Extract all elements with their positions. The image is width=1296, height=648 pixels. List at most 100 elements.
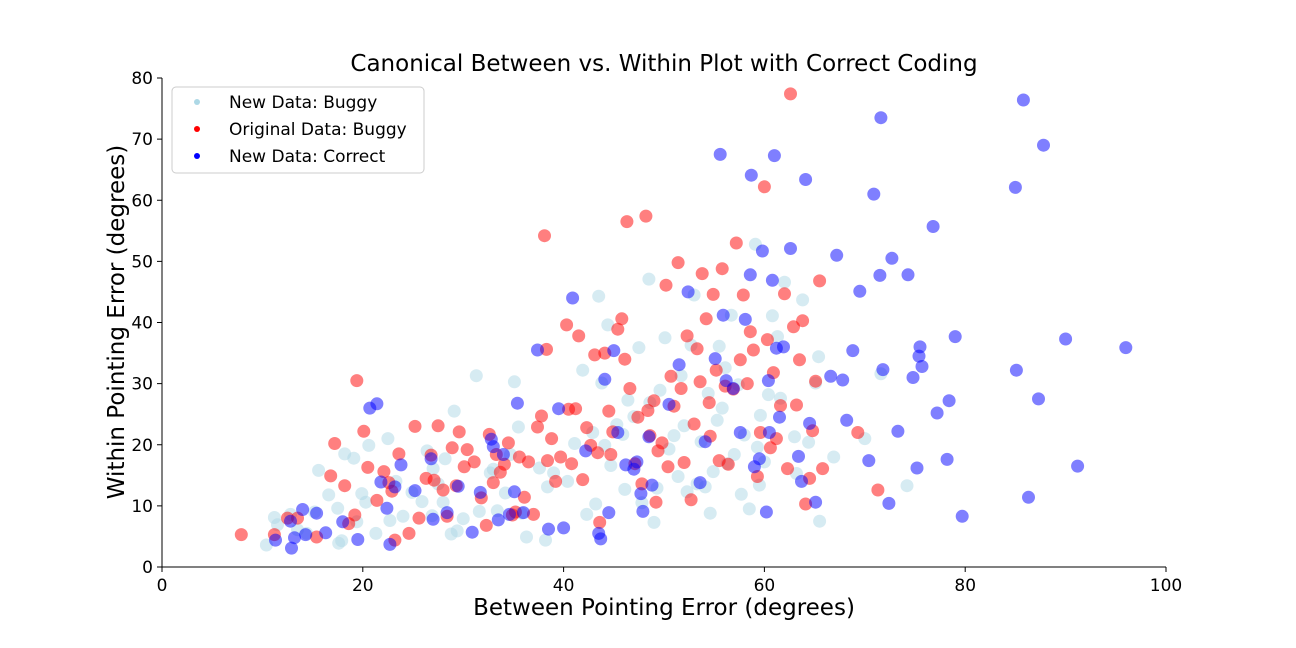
data-point: [662, 397, 676, 411]
data-point: [359, 495, 373, 509]
data-point: [507, 485, 521, 499]
y-tick-label: 70: [131, 130, 153, 150]
y-axis-label: Within Pointing Error (degrees): [104, 145, 130, 499]
data-point: [765, 309, 779, 323]
data-point: [677, 419, 691, 433]
data-point: [1119, 341, 1133, 355]
data-point: [712, 339, 726, 353]
data-point: [284, 514, 297, 528]
data-point: [1032, 392, 1045, 406]
series-1: [234, 87, 885, 547]
data-point: [671, 470, 685, 483]
data-point: [744, 168, 758, 182]
data-point: [680, 329, 694, 343]
x-tick-label: 20: [352, 576, 374, 596]
data-point: [538, 229, 551, 243]
data-point: [836, 373, 850, 387]
data-point: [234, 528, 248, 542]
data-point: [926, 220, 940, 233]
data-point: [799, 497, 813, 511]
data-point: [450, 524, 464, 538]
data-point: [611, 426, 625, 439]
data-point: [733, 426, 747, 439]
data-point: [319, 526, 333, 540]
data-point: [645, 478, 659, 492]
data-point: [738, 312, 752, 326]
data-point: [456, 512, 470, 526]
data-point: [713, 147, 727, 161]
data-point: [661, 460, 675, 474]
data-point: [598, 372, 612, 386]
data-point: [915, 360, 929, 373]
data-point: [510, 396, 524, 410]
data-point: [948, 330, 962, 344]
data-point: [876, 363, 890, 377]
data-point: [502, 507, 516, 521]
data-point: [436, 483, 450, 497]
data-point: [710, 413, 724, 427]
data-point: [285, 541, 298, 555]
data-point: [873, 268, 887, 282]
data-point: [634, 487, 648, 501]
data-point: [396, 509, 410, 523]
data-point: [703, 506, 717, 520]
y-tick-label: 80: [131, 69, 153, 89]
data-point: [594, 532, 608, 546]
data-point: [784, 87, 797, 101]
data-point: [469, 369, 483, 383]
data-point: [347, 451, 361, 465]
data-point: [795, 474, 808, 488]
data-point: [370, 493, 384, 507]
data-point: [426, 462, 440, 476]
data-point: [542, 522, 555, 536]
data-point: [743, 268, 757, 282]
legend-entry-label: Original Data: Buggy: [229, 120, 407, 140]
data-point: [793, 353, 806, 367]
data-point: [496, 448, 510, 461]
data-point: [565, 457, 579, 471]
data-point: [362, 438, 376, 452]
data-point: [438, 452, 452, 466]
data-point: [392, 447, 406, 461]
y-tick-label: 20: [131, 436, 153, 456]
data-point: [328, 437, 342, 450]
data-point: [412, 511, 426, 525]
data-point: [1022, 490, 1035, 504]
series-2: [269, 93, 1133, 555]
y-tick-label: 60: [131, 191, 153, 211]
data-point: [910, 461, 924, 475]
data-point: [642, 430, 656, 444]
data-point: [351, 533, 365, 546]
data-point: [517, 490, 531, 504]
data-point: [560, 318, 574, 332]
data-point: [796, 314, 810, 328]
data-point: [750, 440, 764, 454]
data-point: [778, 287, 791, 301]
x-tick-label: 60: [754, 576, 776, 596]
data-point: [659, 278, 673, 292]
data-point: [592, 289, 606, 303]
data-point: [576, 473, 590, 487]
data-point: [566, 291, 580, 305]
data-point: [715, 401, 729, 415]
data-point: [549, 474, 563, 488]
data-point: [647, 394, 661, 408]
data-point: [672, 358, 686, 372]
data-point: [753, 408, 767, 422]
data-point: [269, 533, 282, 547]
data-point: [885, 251, 899, 265]
data-point: [467, 455, 481, 469]
data-point: [867, 187, 881, 201]
data-point: [541, 454, 554, 468]
data-point: [388, 480, 402, 494]
data-point: [380, 501, 394, 515]
data-point: [1008, 180, 1022, 194]
data-point: [531, 420, 544, 434]
data-point: [773, 410, 786, 424]
data-point: [942, 394, 956, 408]
data-point: [568, 437, 582, 450]
legend-marker: [194, 126, 200, 132]
data-point: [479, 518, 493, 532]
data-point: [497, 457, 511, 471]
data-point: [394, 458, 408, 472]
